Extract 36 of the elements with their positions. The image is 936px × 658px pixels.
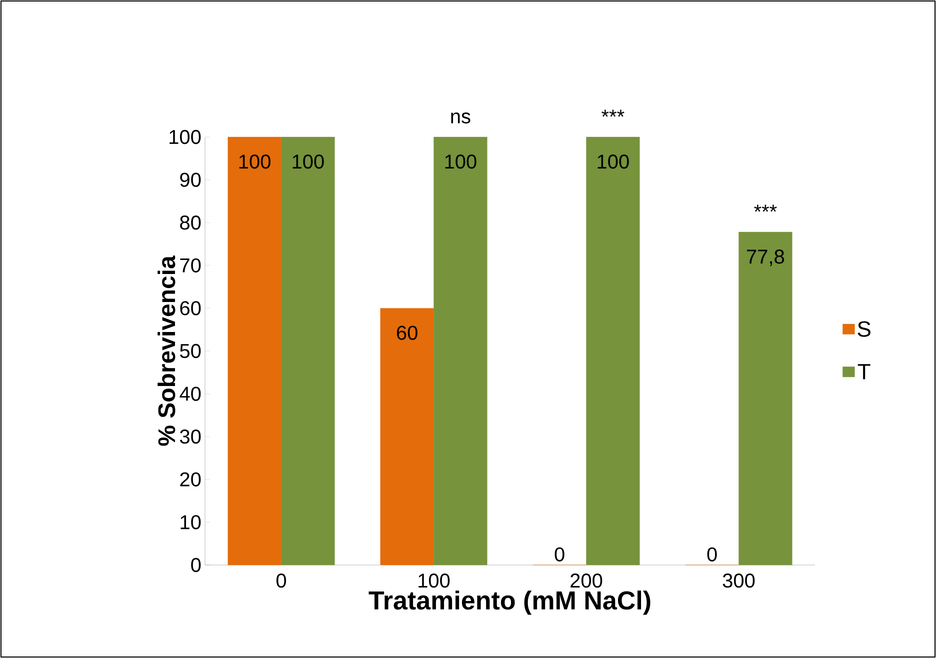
y-tick-label: 20	[180, 472, 201, 486]
bar	[228, 136, 282, 566]
data-label: 100	[445, 154, 476, 169]
annotation: ***	[602, 110, 624, 117]
data-label: 0	[707, 547, 717, 562]
x-tick-label: 0	[276, 574, 286, 588]
y-axis-title: % Sobrevivencia	[158, 255, 176, 446]
data-label: 60	[396, 326, 418, 340]
data-label: 100	[598, 154, 629, 169]
y-tick-label: 0	[191, 558, 201, 572]
data-label: 77,8	[747, 250, 784, 266]
y-tick-label: 80	[180, 216, 201, 230]
annotation: ns	[451, 112, 470, 124]
y-tick-label: 70	[180, 258, 201, 272]
bar	[380, 308, 434, 566]
bar	[281, 136, 335, 566]
y-tick-label: 50	[180, 344, 201, 358]
y-tick-label: 90	[180, 172, 201, 187]
bar	[434, 136, 488, 566]
x-axis-title: Tratamiento (mM NaCl)	[368, 590, 650, 615]
x-tick-label: 200	[570, 574, 602, 588]
x-tick-label: 300	[722, 574, 755, 588]
y-tick-label: 40	[180, 386, 201, 401]
bar	[586, 136, 640, 566]
bar	[738, 232, 792, 566]
legend-label: S	[858, 321, 870, 337]
data-label: 100	[239, 154, 270, 169]
data-label: 100	[292, 154, 324, 169]
y-tick-label: 30	[180, 430, 201, 444]
data-label: 0	[554, 547, 564, 562]
x-tick-label: 100	[418, 574, 450, 588]
y-tick-label: 100	[170, 130, 201, 144]
annotation: ***	[754, 204, 777, 212]
y-tick-label: 10	[180, 515, 201, 530]
legend-label: T	[858, 364, 870, 380]
y-tick-label: 60	[180, 301, 201, 316]
